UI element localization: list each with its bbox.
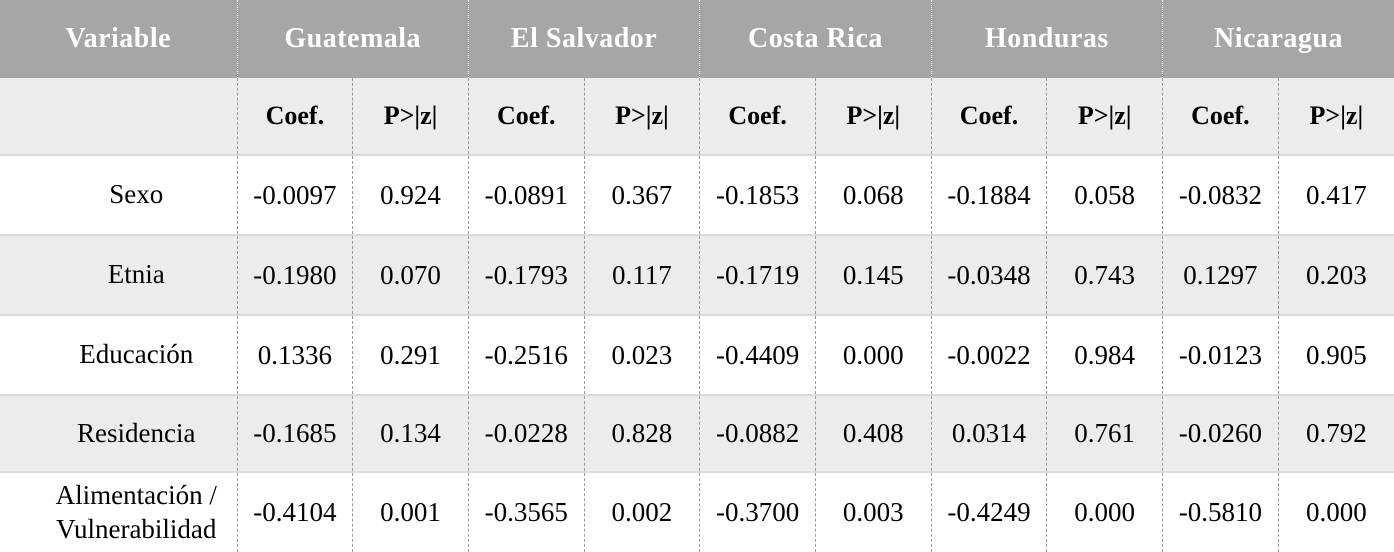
coef-value: -0.0882: [699, 394, 816, 472]
table-row-educacion: Educación 0.1336 0.291 -0.2516 0.023 -0.…: [0, 314, 1394, 395]
p-value: 0.002: [583, 471, 700, 552]
p-value: 0.761: [1046, 394, 1163, 472]
country-header-guatemala: Guatemala: [236, 0, 469, 78]
p-value: 0.000: [1046, 471, 1163, 552]
coef-value: -0.0022: [930, 314, 1047, 395]
coef-header: Coef.: [236, 78, 353, 155]
row-label: Sexo: [0, 154, 238, 235]
coef-value: -0.1853: [699, 154, 816, 235]
row-label: Educación: [0, 314, 238, 395]
coef-value: 0.1336: [236, 314, 353, 395]
p-value: 0.068: [814, 154, 932, 235]
pz-header: P>|z|: [814, 78, 932, 155]
pz-header: P>|z|: [1277, 78, 1394, 155]
coef-header: Coef.: [467, 78, 585, 155]
coef-value: -0.0260: [1162, 394, 1279, 472]
p-value: 0.792: [1277, 394, 1394, 472]
coef-value: -0.2516: [467, 314, 585, 395]
row-label: Alimentación / Vulnerabilidad: [0, 471, 238, 552]
stat-subheader-row: Coef. P>|z| Coef. P>|z| Coef. P>|z| Coef…: [0, 78, 1394, 155]
coef-header: Coef.: [930, 78, 1047, 155]
table-row-sexo: Sexo -0.0097 0.924 -0.0891 0.367 -0.1853…: [0, 154, 1394, 235]
coef-value: 0.0314: [930, 394, 1047, 472]
p-value: 0.905: [1277, 314, 1394, 395]
pz-header: P>|z|: [583, 78, 700, 155]
coef-value: -0.0891: [467, 154, 585, 235]
coef-value: -0.0228: [467, 394, 585, 472]
p-value: 0.828: [583, 394, 700, 472]
coef-value: -0.1884: [930, 154, 1047, 235]
country-header-costa-rica: Costa Rica: [699, 0, 932, 78]
row-label: Etnia: [0, 234, 238, 315]
p-value: 0.145: [814, 234, 932, 315]
p-value: 0.984: [1046, 314, 1163, 395]
country-header-row: Variable Guatemala El Salvador Costa Ric…: [0, 0, 1394, 78]
table-row-alimentacion-vulnerabilidad: Alimentación / Vulnerabilidad -0.4104 0.…: [0, 471, 1394, 552]
coef-value: -0.4409: [699, 314, 816, 395]
p-value: 0.000: [1277, 471, 1394, 552]
coef-value: -0.1793: [467, 234, 585, 315]
country-header-honduras: Honduras: [930, 0, 1163, 78]
p-value: 0.291: [352, 314, 469, 395]
coef-value: -0.4249: [930, 471, 1047, 552]
row-label: Residencia: [0, 394, 238, 472]
variable-column-header: Variable: [0, 0, 238, 78]
p-value: 0.023: [583, 314, 700, 395]
pz-header: P>|z|: [1046, 78, 1163, 155]
coef-value: -0.3700: [699, 471, 816, 552]
p-value: 0.408: [814, 394, 932, 472]
p-value: 0.001: [352, 471, 469, 552]
p-value: 0.203: [1277, 234, 1394, 315]
subheader-empty-cell: [0, 78, 238, 155]
coef-value: -0.0123: [1162, 314, 1279, 395]
p-value: 0.417: [1277, 154, 1394, 235]
p-value: 0.924: [352, 154, 469, 235]
coef-header: Coef.: [1162, 78, 1279, 155]
coef-value: -0.1719: [699, 234, 816, 315]
p-value: 0.058: [1046, 154, 1163, 235]
country-header-nicaragua: Nicaragua: [1162, 0, 1394, 78]
country-header-el-salvador: El Salvador: [467, 0, 700, 78]
pz-header: P>|z|: [352, 78, 469, 155]
p-value: 0.070: [352, 234, 469, 315]
coef-value: -0.0348: [930, 234, 1047, 315]
coef-value: -0.0832: [1162, 154, 1279, 235]
coef-value: -0.1980: [236, 234, 353, 315]
p-value: 0.000: [814, 314, 932, 395]
coef-value: -0.3565: [467, 471, 585, 552]
coef-value: -0.0097: [236, 154, 353, 235]
coef-value: 0.1297: [1162, 234, 1279, 315]
coef-header: Coef.: [699, 78, 816, 155]
coef-value: -0.1685: [236, 394, 353, 472]
p-value: 0.367: [583, 154, 700, 235]
table-row-residencia: Residencia -0.1685 0.134 -0.0228 0.828 -…: [0, 394, 1394, 472]
p-value: 0.743: [1046, 234, 1163, 315]
table-row-etnia: Etnia -0.1980 0.070 -0.1793 0.117 -0.171…: [0, 234, 1394, 315]
coef-value: -0.5810: [1162, 471, 1279, 552]
p-value: 0.134: [352, 394, 469, 472]
coef-value: -0.4104: [236, 471, 353, 552]
p-value: 0.003: [814, 471, 932, 552]
p-value: 0.117: [583, 234, 700, 315]
